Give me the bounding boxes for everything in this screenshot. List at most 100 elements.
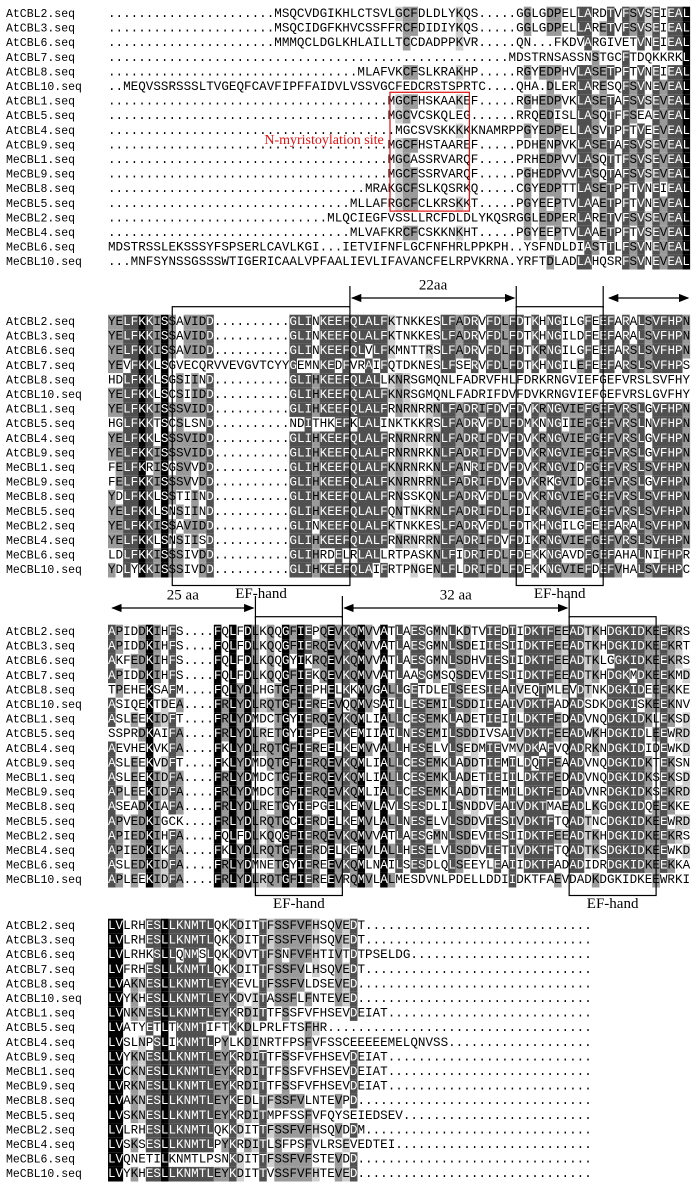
residue-run: L [123,564,131,578]
residue-run: LE [645,728,660,742]
conservation-shade [402,387,411,403]
residue-run: F [622,66,630,80]
conservation-shade [160,358,169,374]
residue-run: QK [214,934,230,948]
residue-run: FD [486,432,501,446]
residue-run: A [456,315,464,329]
residue-run: ..........ND [214,418,305,432]
residue-run: I [660,66,668,80]
residue-run: TKH [584,640,607,654]
conservation-shade [289,475,313,490]
residue-run: S [630,7,638,21]
conservation-shade [591,416,600,432]
conservation-shade [198,562,207,578]
conservation-shade [440,343,456,359]
residue-run: E [660,830,668,844]
residue-run: F [584,520,592,534]
residue-run: F [622,256,630,270]
residue-run: E [652,153,660,167]
sequence-name: AtCBL5.seq [6,1022,75,1035]
residue-run: ED [554,786,569,800]
residue-run: L [153,432,161,446]
residue-run: N [683,491,691,505]
residue-run: FD [486,418,501,432]
residue-run: HQSR [592,256,623,270]
residue-run: F [214,728,222,742]
residue-run: S [630,241,638,255]
conservation-shade [584,402,592,417]
sequence-name: AtCBL9.seq [6,1051,75,1064]
conservation-shade [206,460,214,476]
residue-run: A [614,168,622,182]
residue-run: I [660,183,668,197]
conservation-shade [622,65,630,80]
residue-run: L [501,564,509,578]
residue-run: F [168,728,176,742]
residue-run: G [282,757,290,771]
residue-run: VFHP [652,520,682,534]
conservation-shade [667,152,683,168]
conservation-shade [123,460,139,476]
residue-run: KEEFQL [320,345,365,359]
conservation-shade [561,460,577,476]
residue-run: Q [350,640,358,654]
residue-run: DKTF [524,669,554,683]
residue-run: DLI [426,801,449,815]
conservation-shade [206,343,214,359]
residue-run: M.... [176,684,214,698]
residue-run: ......................MSQCIDGFKHVCSSFFRC… [108,22,577,36]
residue-run: RTPNGEN [388,564,441,578]
residue-run: DIT [237,1124,260,1138]
residue-run: ESLLKNMTL [146,1095,214,1109]
residue-run: R [622,476,630,490]
residue-run: CKN [123,1065,146,1079]
conservation-shade [659,240,668,255]
residue-run: L [637,491,645,505]
conservation-shade [319,329,388,344]
residue-run: THK [312,418,335,432]
conservation-shade [191,489,199,505]
residue-run: F [289,742,297,756]
conservation-shade [289,387,313,403]
residue-run: H [403,742,411,756]
conservation-shade [160,343,169,359]
residue-run: YD [108,491,123,505]
conservation-shade [546,79,555,95]
sequence-row: YELFKKISSSVIDD..........GLIHKEEFQLALFRNR… [108,447,690,461]
residue-run: PLEE [116,786,146,800]
residue-run: KEEFQLALF [320,447,388,461]
residue-run: KRQ [305,655,328,669]
residue-run: V [524,491,532,505]
residue-run: LRQT [252,815,283,829]
residue-run: I [478,447,486,461]
residue-run: TQ [554,844,569,858]
residue-run: G [645,432,653,446]
residue-run: AD [569,698,584,712]
residue-run: S [161,403,169,417]
residue-run: EE [554,830,569,844]
residue-run: YKN [123,1051,146,1065]
residue-run: ES [410,698,425,712]
residue-run: DR [463,534,479,548]
residue-run: F [289,669,297,683]
residue-run: L [395,830,403,844]
conservation-shade [402,152,411,168]
conservation-shade [387,373,396,388]
residue-run: M [358,830,366,844]
residue-run: H [312,505,320,519]
conservation-shade [342,358,350,374]
residue-run: RQ [312,786,327,800]
residue-run: L [229,728,237,742]
residue-run: L [501,418,509,432]
conservation-shade [478,548,486,563]
residue-run: V [637,168,645,182]
residue-run: F [168,859,176,873]
conservation-shade [289,373,313,388]
residue-run: .......... [214,564,290,578]
residue-run: AE [592,226,607,240]
residue-run: SEAD [116,801,146,815]
conservation-shade [644,6,653,22]
residue-run: F [584,315,592,329]
conservation-shade [145,329,154,344]
